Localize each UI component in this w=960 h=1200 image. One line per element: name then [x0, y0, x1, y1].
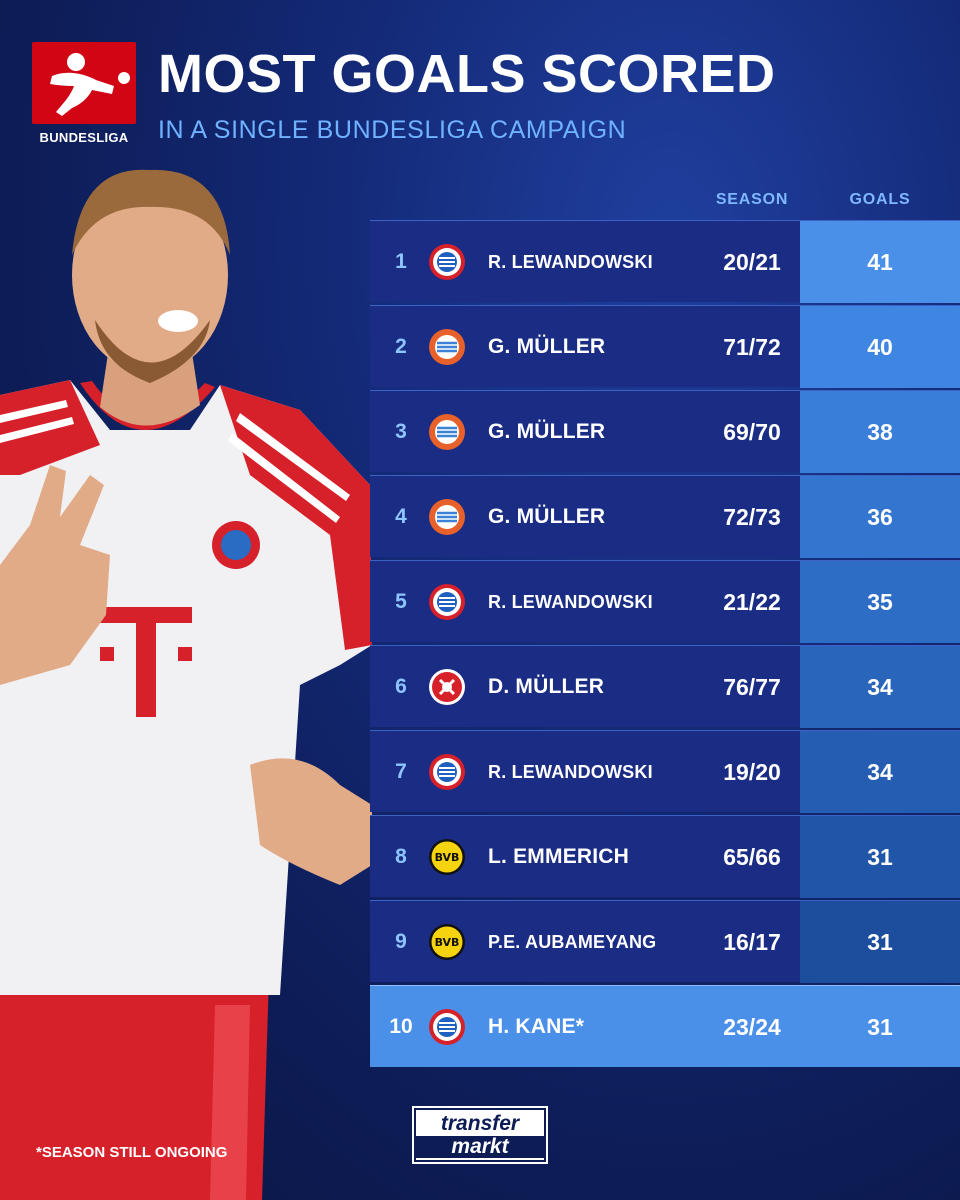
- table-row-highlighted: 10 H. KANE* 23/24 31: [370, 985, 960, 1067]
- svg-text:BVB: BVB: [435, 936, 460, 949]
- player-name: P.E. AUBAMEYANG: [488, 932, 657, 952]
- table-row: 1 R. LEWANDOWSKI 20/21 41: [370, 220, 960, 303]
- goals-cell: 35: [800, 561, 960, 643]
- player-name: L. EMMERICH: [488, 845, 630, 868]
- bundesliga-logo: [32, 42, 136, 124]
- fc-bayern-badge-icon: [429, 584, 465, 620]
- season-cell: 20/21: [723, 249, 781, 275]
- player-name: R. LEWANDOWSKI: [488, 762, 653, 782]
- season-cell: 19/20: [723, 759, 781, 785]
- bvb-badge-icon: BVB: [429, 924, 465, 960]
- table-row: 5 R. LEWANDOWSKI 21/22 35: [370, 560, 960, 643]
- rank-cell: 1: [395, 250, 407, 273]
- fc-bayern-retro-badge-icon: [429, 329, 465, 365]
- season-column-header: SEASON: [715, 191, 789, 208]
- table-row: 2 G. MÜLLER 71/72 40: [370, 305, 960, 388]
- rank-cell: 8: [395, 845, 407, 868]
- fc-koeln-badge-icon: [429, 669, 465, 705]
- transfermarkt-logo: transfer markt: [414, 1108, 546, 1162]
- fc-bayern-badge-icon: [429, 1009, 465, 1045]
- rank-cell: 7: [395, 760, 407, 783]
- brand-line-2: markt: [416, 1136, 544, 1158]
- ranking-table: 1 R. LEWANDOWSKI 20/21 41 2 G. MÜLLER 71…: [370, 220, 960, 1070]
- goals-cell: 40: [800, 306, 960, 388]
- table-row: 7 R. LEWANDOWSKI 19/20 34: [370, 730, 960, 813]
- player-name: G. MÜLLER: [488, 420, 606, 443]
- brand-line-1: transfer: [440, 1112, 520, 1135]
- logo-text: BUNDESLIGA: [39, 130, 129, 145]
- table-row: 4 G. MÜLLER 72/73 36: [370, 475, 960, 558]
- season-cell: 76/77: [723, 674, 781, 700]
- goals-cell: 34: [800, 646, 960, 728]
- season-cell: 71/72: [723, 334, 781, 360]
- table-row: 6 D. MÜLLER 76/77 34: [370, 645, 960, 728]
- rank-cell: 6: [395, 675, 407, 698]
- season-cell: 69/70: [723, 419, 781, 445]
- rank-cell: 10: [389, 1015, 413, 1038]
- goals-cell: 31: [800, 816, 960, 898]
- bvb-badge-icon: BVB: [429, 839, 465, 875]
- page-subtitle: IN A SINGLE BUNDESLIGA CAMPAIGN: [158, 116, 627, 144]
- player-name: G. MÜLLER: [488, 505, 606, 528]
- table-row: 9 BVB P.E. AUBAMEYANG 16/17 31: [370, 900, 960, 983]
- rank-cell: 4: [395, 505, 407, 528]
- fc-bayern-retro-badge-icon: [429, 414, 465, 450]
- goals-cell: 36: [800, 476, 960, 558]
- fc-bayern-retro-badge-icon: [429, 499, 465, 535]
- season-cell: 23/24: [723, 1014, 781, 1040]
- season-cell: 21/22: [723, 589, 781, 615]
- season-cell: 72/73: [723, 504, 781, 530]
- goals-cell: 38: [800, 391, 960, 473]
- goals-cell: 34: [800, 731, 960, 813]
- fc-bayern-badge-icon: [429, 754, 465, 790]
- svg-text:BVB: BVB: [435, 851, 460, 864]
- player-name: R. LEWANDOWSKI: [488, 252, 653, 272]
- player-name: G. MÜLLER: [488, 335, 606, 358]
- page-title: MOST GOALS SCORED: [158, 44, 776, 104]
- table-row: 3 G. MÜLLER 69/70 38: [370, 390, 960, 473]
- goals-cell: 31: [800, 901, 960, 983]
- rank-cell: 3: [395, 420, 407, 443]
- footnote: *SEASON STILL ONGOING: [36, 1144, 228, 1161]
- player-name: R. LEWANDOWSKI: [488, 592, 653, 612]
- rank-cell: 2: [395, 335, 407, 358]
- goals-column-header: GOALS: [849, 191, 911, 208]
- goals-cell: 41: [800, 221, 960, 303]
- player-photo: [0, 169, 372, 1200]
- player-name: H. KANE*: [488, 1015, 585, 1038]
- rank-cell: 5: [395, 590, 407, 613]
- rank-cell: 9: [395, 930, 407, 953]
- table-row: 8 BVB L. EMMERICH 65/66 31: [370, 815, 960, 898]
- goals-cell: 31: [867, 1014, 893, 1040]
- season-cell: 65/66: [723, 844, 781, 870]
- player-name: D. MÜLLER: [488, 675, 605, 698]
- season-cell: 16/17: [723, 929, 781, 955]
- bundesliga-player-icon: [50, 53, 130, 116]
- fc-bayern-badge-icon: [429, 244, 465, 280]
